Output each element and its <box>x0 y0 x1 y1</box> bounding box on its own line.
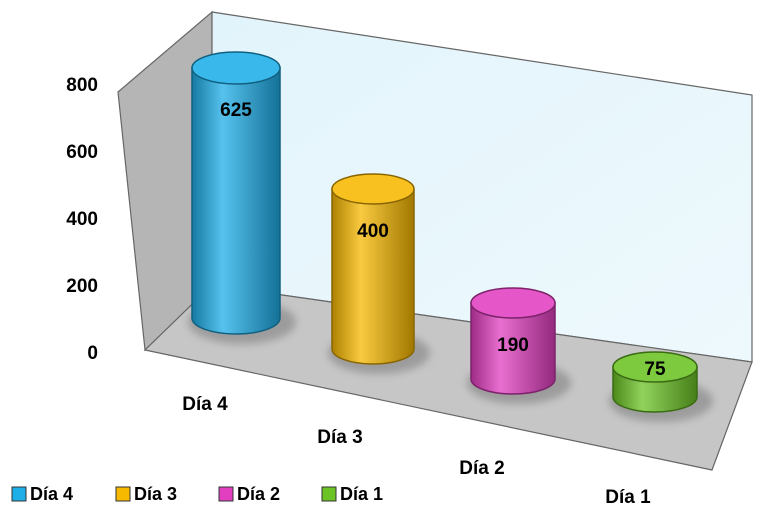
legend-item: Día 1 <box>321 484 383 504</box>
legend-label: Día 1 <box>340 484 383 504</box>
legend-label: Día 4 <box>30 484 73 504</box>
y-tick-label: 0 <box>87 343 98 364</box>
legend-item: Día 2 <box>218 484 280 504</box>
y-tick-label: 800 <box>66 75 98 96</box>
bar-3: 190 <box>467 287 571 404</box>
bar-series: 625 400 190 75 <box>188 51 713 422</box>
bar-body <box>331 188 415 365</box>
legend-label: Día 2 <box>237 484 280 504</box>
bar-top <box>331 173 415 205</box>
bar-top <box>470 287 556 319</box>
bar-1: 625 <box>188 51 296 344</box>
bar-body <box>470 302 556 395</box>
data-label: 625 <box>220 100 252 121</box>
legend-swatch <box>321 486 337 502</box>
legend-swatch <box>115 486 131 502</box>
floor <box>143 284 753 471</box>
bar-4: 75 <box>609 351 713 422</box>
y-tick-label: 200 <box>66 276 98 297</box>
legend-swatch <box>11 486 27 502</box>
legend: Día 4 Día 3 Día 2 Día 1 <box>11 484 383 504</box>
data-label: 400 <box>357 221 389 242</box>
x-tick-label: Día 3 <box>317 427 362 448</box>
legend-label: Día 3 <box>134 484 177 504</box>
bar-top <box>612 351 698 383</box>
bar-top <box>191 51 281 85</box>
y-tick-label: 400 <box>66 209 98 230</box>
data-label: 75 <box>644 359 666 380</box>
x-tick-label: Día 2 <box>459 458 504 479</box>
legend-swatch <box>218 486 234 502</box>
bar-2: 400 <box>328 173 430 374</box>
legend-item: Día 4 <box>11 484 73 504</box>
x-axis-labels: Día 4 Día 3 Día 2 Día 1 <box>182 394 651 508</box>
legend-item: Día 3 <box>115 484 177 504</box>
y-tick-label: 600 <box>66 142 98 163</box>
y-axis-ticks: 0 200 400 600 800 <box>66 75 98 364</box>
x-tick-label: Día 1 <box>605 487 651 508</box>
x-tick-label: Día 4 <box>182 394 228 415</box>
data-label: 190 <box>497 335 529 356</box>
bar-body <box>191 67 281 335</box>
